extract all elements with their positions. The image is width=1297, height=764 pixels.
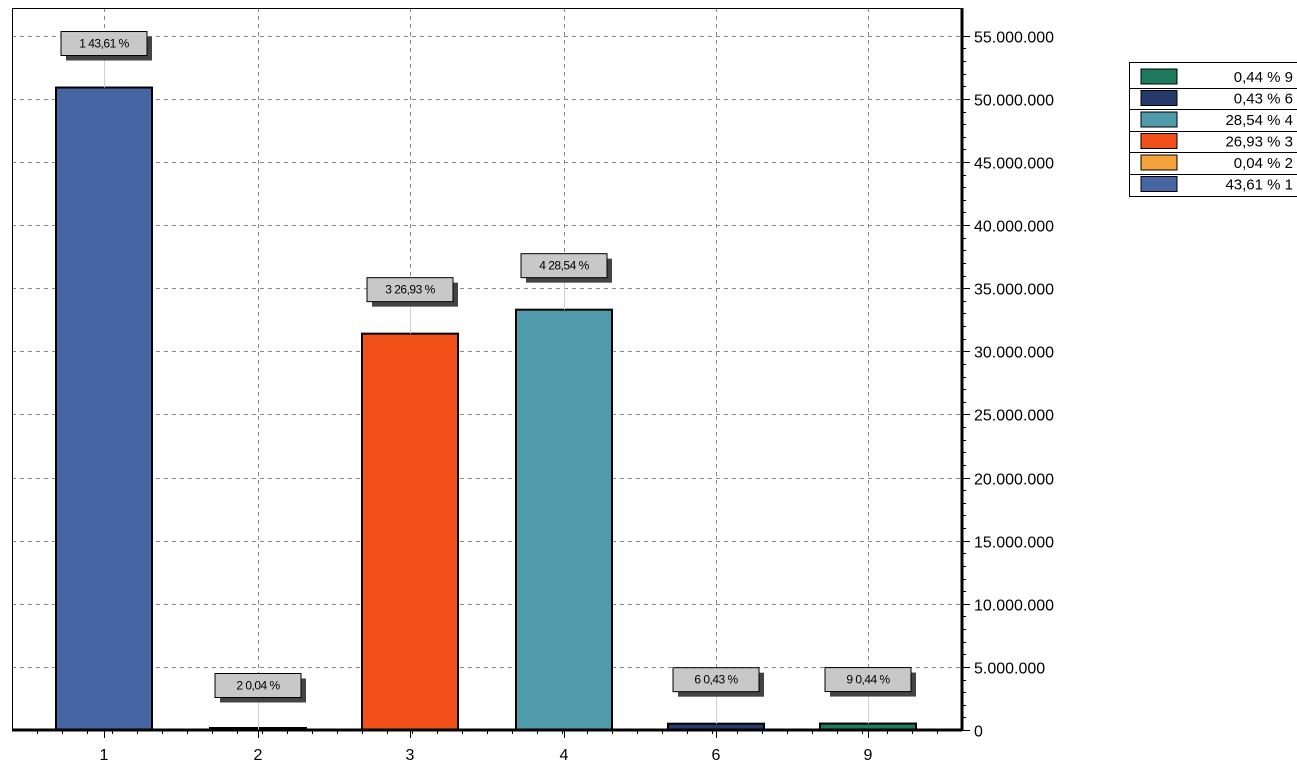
x-tick-label-4: 4 (560, 747, 569, 764)
x-tick-label-3: 3 (406, 747, 415, 764)
bars (55, 86, 917, 731)
y-tick-label-55-000-000: 55.000.000 (974, 30, 1054, 47)
y-tick-label-0: 0 (974, 724, 983, 741)
y-tick-label-10-000-000: 10.000.000 (974, 598, 1054, 615)
data-label-1-43-61: 1 43,61 % (79, 37, 129, 51)
x-tick-label-9: 9 (864, 747, 873, 764)
bar-1 (55, 86, 153, 731)
x-tick-label-2: 2 (254, 747, 263, 764)
axes: 0 5.000.000 10.000.000 15.000.000 20.000.000… (12, 8, 1054, 764)
legend-label-0-43-6: 0,43 % 6 (1234, 91, 1293, 108)
grid (12, 8, 962, 730)
bar-4 (515, 308, 613, 731)
legend-swatch-0-43-6 (1140, 90, 1178, 106)
legend-swatch-0-44-9 (1140, 68, 1178, 85)
data-label-2-0-04: 2 0,04 % (236, 678, 280, 692)
data-label-box-4 (520, 253, 608, 279)
y-tick-label-50-000-000: 50.000.000 (974, 93, 1054, 110)
y-tick-label-35-000-000: 35.000.000 (974, 282, 1054, 299)
bar-3 (361, 332, 459, 731)
legend-swatch-0-04-2 (1140, 154, 1178, 171)
data-label-3-26-93: 3 26,93 % (385, 283, 435, 297)
legend-label-0-44-9: 0,44 % 9 (1234, 69, 1293, 86)
y-tick-label-5-000-000: 5.000.000 (974, 661, 1045, 678)
legend-label-43-61-1: 43,61 % 1 (1225, 177, 1293, 194)
legend-swatch-43-61-1 (1140, 176, 1178, 192)
legend-label-26-93-3: 26,93 % 3 (1225, 134, 1293, 151)
data-label-9-0-44: 9 0,44 % (846, 673, 890, 687)
data-label-4-28-54: 4 28,54 % (539, 259, 589, 273)
y-tick-label-20-000-000: 20.000.000 (974, 472, 1054, 489)
data-label-box-9 (824, 667, 912, 693)
data-label-6-0-43: 6 0,43 % (694, 673, 738, 687)
y-tick-label-30-000-000: 30.000.000 (974, 345, 1054, 362)
data-label-box-6 (672, 667, 760, 693)
data-label-box-3 (366, 277, 454, 303)
data-label-box-2 (214, 672, 302, 698)
legend: 0,44 % 9 0,43 % 6 28,54 % 4 26,93 % 3 0,04 %… (1129, 62, 1297, 197)
data-label-box-1 (60, 31, 148, 57)
x-tick-label-6: 6 (712, 747, 721, 764)
data-labels: 1 43,61 % 2 0,04 % 3 26,93 % 4 28,54 % 6 0,4… (60, 31, 916, 730)
x-tick-label-1: 1 (100, 747, 109, 764)
y-tick-label-45-000-000: 45.000.000 (974, 156, 1054, 173)
legend-label-28-54-4: 28,54 % 4 (1225, 112, 1293, 129)
legend-label-0-04-2: 0,04 % 2 (1234, 155, 1293, 172)
legend-swatch-28-54-4 (1140, 111, 1178, 128)
y-tick-label-15-000-000: 15.000.000 (974, 535, 1054, 552)
legend-swatch-26-93-3 (1140, 133, 1178, 149)
y-tick-label-40-000-000: 40.000.000 (974, 219, 1054, 236)
y-tick-label-25-000-000: 25.000.000 (974, 408, 1054, 425)
